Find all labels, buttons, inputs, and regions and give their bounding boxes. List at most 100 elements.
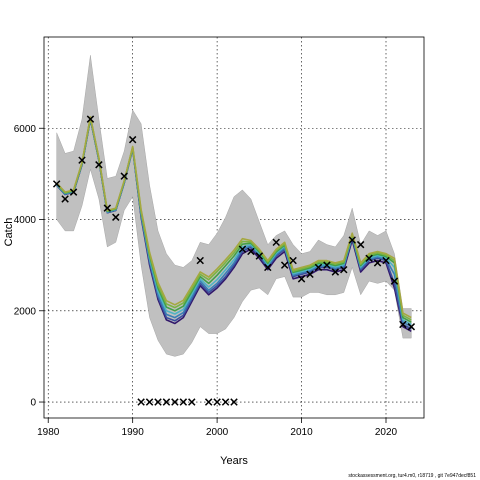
observed-point-stroke-b [145, 398, 154, 406]
observed-point-stroke-b [213, 398, 221, 406]
observed-point-stroke-b [162, 398, 171, 406]
observed-point-stroke-b [230, 398, 238, 406]
observed-point [399, 320, 407, 329]
y-tick-label: 4000 [14, 215, 37, 226]
observed-point-stroke-b [390, 277, 399, 285]
observed-point-stroke-b [255, 252, 264, 260]
observed-point-stroke-b [407, 323, 416, 331]
observed-point [112, 213, 120, 221]
observed-point-stroke-b [340, 265, 348, 274]
x-axis: 1980 1990 2000 2010 2020 [37, 418, 398, 438]
y-tick-label: 6000 [14, 124, 37, 135]
observed-point-stroke-b [365, 254, 373, 263]
catch-series-lines [56, 116, 412, 333]
observed-point-stroke-b [297, 275, 306, 283]
observed-point [230, 398, 238, 406]
y-tick-label: 2000 [14, 306, 37, 317]
observed-point [272, 238, 280, 247]
observed-point [213, 398, 221, 406]
observed-point [145, 398, 154, 406]
observed-point-stroke-b [399, 320, 407, 329]
observed-point [61, 195, 69, 203]
observed-point [120, 172, 128, 180]
observed-point [95, 161, 103, 169]
x-tick-label: 1990 [122, 427, 145, 438]
observed-point-stroke-b [289, 256, 297, 265]
confidence-band [56, 55, 412, 357]
observed-point-stroke-b [314, 263, 323, 272]
footer-credit: stockassessment.org, tur4.m0, r18719 , g… [348, 473, 476, 479]
observed-point [280, 261, 289, 269]
series-line-7 [56, 116, 412, 319]
observed-point-stroke-b [238, 245, 247, 253]
observed-point [314, 263, 323, 272]
observed-point-stroke-b [373, 259, 382, 267]
x-axis-label: Years [220, 455, 248, 467]
observed-point [390, 277, 399, 285]
observed-point [196, 256, 204, 265]
observed-point [373, 259, 382, 267]
observed-point [78, 156, 86, 164]
observed-point [255, 252, 264, 260]
observed-point [69, 188, 78, 196]
observed-point [323, 261, 331, 269]
observed-point [179, 398, 188, 406]
observed-point [137, 398, 145, 406]
observed-point-stroke-b [221, 398, 230, 406]
observed-point [348, 236, 356, 244]
observed-point [306, 270, 314, 278]
observed-point [356, 240, 365, 249]
observed-point [103, 204, 112, 212]
observed-point-stroke-b [356, 240, 365, 249]
observed-point [365, 254, 373, 263]
observed-catch-markers [52, 115, 416, 406]
observed-point-stroke-b [128, 135, 137, 144]
observed-point-stroke-b [95, 161, 103, 169]
x-tick-label: 2020 [375, 427, 398, 438]
x-tick-label: 2010 [290, 427, 313, 438]
observed-point [407, 323, 416, 331]
observed-point [154, 398, 162, 406]
observed-point [221, 398, 230, 406]
y-tick-label: 0 [30, 398, 36, 409]
observed-point [52, 180, 61, 188]
observed-point [188, 398, 196, 406]
x-tick-label: 2000 [206, 427, 229, 438]
observed-point-stroke-b [247, 247, 255, 256]
observed-point [204, 398, 213, 406]
observed-point [171, 398, 179, 406]
observed-point-stroke-b [120, 172, 128, 180]
observed-point-stroke-b [154, 398, 162, 406]
observed-point-stroke-b [78, 156, 86, 164]
observed-point-stroke-b [204, 398, 213, 406]
observed-point-stroke-b [196, 256, 204, 265]
observed-point-stroke-b [86, 115, 95, 123]
observed-point-stroke-b [280, 261, 289, 269]
plot-frame [43, 36, 425, 419]
observed-point-stroke-b [69, 188, 78, 196]
observed-point [382, 256, 390, 265]
observed-point-stroke-b [348, 236, 356, 244]
observed-point-stroke-b [103, 204, 112, 212]
confidence-band-area [56, 55, 412, 357]
observed-point-stroke-b [382, 256, 390, 265]
observed-point-stroke-b [188, 398, 196, 406]
observed-point [128, 135, 137, 144]
grid-lines [44, 37, 424, 418]
observed-point [331, 268, 340, 276]
observed-point [247, 247, 255, 256]
observed-point [162, 398, 171, 406]
observed-point-stroke-b [52, 180, 61, 188]
observed-point [264, 263, 272, 272]
observed-point-stroke-b [306, 270, 314, 278]
observed-point-stroke-b [112, 213, 120, 221]
observed-point-stroke-b [61, 195, 69, 203]
observed-point-stroke-b [264, 263, 272, 272]
observed-point-stroke-b [171, 398, 179, 406]
y-axis-label: Catch [3, 218, 15, 247]
x-tick-label: 1980 [37, 427, 60, 438]
observed-point-stroke-b [272, 238, 280, 247]
observed-point [238, 245, 247, 253]
observed-point-stroke-b [137, 398, 145, 406]
